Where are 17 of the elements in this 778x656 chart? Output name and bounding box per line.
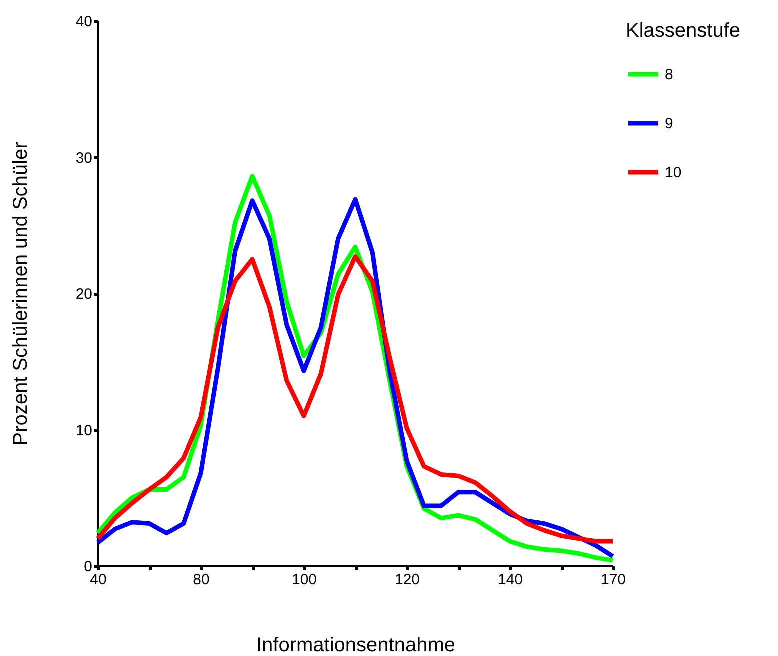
y-tick-label: 10 bbox=[76, 422, 92, 440]
x-tick-label: 100 bbox=[292, 572, 318, 588]
y-tick-label: 0 bbox=[84, 558, 92, 576]
y-tick-label: 30 bbox=[76, 150, 92, 167]
x-tick-label: 170 bbox=[600, 572, 626, 588]
x-tick-label: 140 bbox=[498, 572, 524, 588]
legend-label: 8 bbox=[665, 66, 674, 84]
x-tick-label: 40 bbox=[90, 572, 107, 588]
x-tick-label: 120 bbox=[394, 572, 420, 588]
y-tick-label: 40 bbox=[76, 14, 92, 30]
legend-label: 10 bbox=[665, 164, 682, 182]
y-tick-label: 20 bbox=[76, 286, 92, 303]
legend-title: Klassenstufe bbox=[626, 20, 741, 42]
y-axis-title: Prozent Schülerinnen und Schüler bbox=[10, 142, 32, 446]
x-tick-label: 80 bbox=[193, 572, 210, 588]
x-axis-title: Informationsentnahme bbox=[256, 634, 456, 656]
legend-label: 9 bbox=[665, 116, 674, 132]
